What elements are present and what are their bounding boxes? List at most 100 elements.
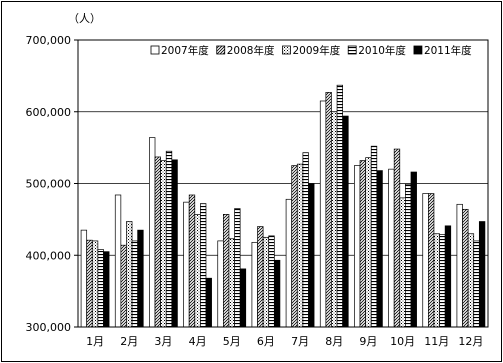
bar	[97, 249, 104, 328]
axes	[77, 39, 489, 328]
x-axis-ticks: 1月 2月 3月 4月 5月 6月 7月 8月 9月 10月 11月 12月	[86, 335, 483, 348]
x-tick-label: 8月	[325, 335, 343, 348]
x-tick-label: 12月	[458, 335, 483, 348]
bar	[257, 226, 264, 328]
bar-group	[80, 229, 110, 328]
legend-item: 2008年度	[216, 44, 275, 57]
bar	[405, 183, 412, 328]
bar	[126, 221, 133, 328]
bar-group	[183, 194, 212, 328]
bar	[433, 233, 440, 328]
bar	[478, 221, 486, 328]
bar	[120, 244, 127, 328]
bar	[285, 198, 293, 328]
bar	[388, 168, 395, 328]
bar	[205, 277, 212, 328]
bar	[308, 183, 315, 328]
bar	[359, 160, 366, 328]
bar	[165, 150, 173, 328]
bar	[114, 194, 122, 328]
bar	[160, 160, 167, 328]
bar	[86, 239, 93, 328]
y-tick-label: 700,000	[26, 34, 72, 47]
x-tick-label: 4月	[189, 335, 207, 348]
x-tick-label: 3月	[154, 335, 172, 348]
bar	[273, 259, 281, 328]
bar-group	[217, 208, 247, 328]
bar	[154, 156, 161, 328]
plot-area-border	[77, 39, 489, 328]
bar	[336, 84, 343, 328]
bar	[268, 235, 275, 328]
bar	[428, 193, 435, 328]
bar	[251, 241, 258, 328]
bar	[354, 165, 361, 328]
legend-swatch	[150, 45, 160, 55]
bar-group	[285, 152, 315, 328]
bar	[80, 229, 88, 328]
bar-group	[149, 137, 178, 328]
bar-group	[114, 194, 144, 328]
legend-label: 2010年度	[358, 44, 406, 57]
bar	[183, 201, 190, 328]
legend-item: 2007年度	[150, 44, 209, 57]
y-tick-label: 600,000	[26, 106, 72, 119]
unit-label: （人）	[68, 12, 101, 25]
bar	[234, 208, 241, 328]
bar	[137, 229, 144, 328]
legend-label: 2007年度	[161, 44, 209, 57]
bar	[131, 240, 139, 328]
bar	[331, 111, 338, 328]
bar	[103, 251, 110, 328]
legend-swatch	[282, 45, 291, 55]
bar-group	[456, 203, 486, 328]
bar	[171, 159, 178, 328]
y-tick-label: 500,000	[26, 178, 72, 191]
x-tick-label: 9月	[359, 335, 377, 348]
bar	[194, 214, 201, 328]
legend-item: 2010年度	[347, 44, 406, 57]
legend-swatch	[216, 45, 226, 55]
bar	[228, 238, 235, 328]
x-tick-label: 2月	[120, 335, 138, 348]
bar	[188, 194, 196, 328]
legend-swatch	[413, 45, 423, 55]
bar	[325, 92, 332, 328]
x-tick-label: 10月	[390, 335, 415, 348]
bar	[291, 165, 298, 328]
bar	[444, 225, 452, 328]
x-tick-label: 11月	[424, 335, 449, 348]
bars	[80, 84, 486, 328]
bar	[319, 100, 327, 328]
bar	[239, 268, 247, 328]
bar	[456, 203, 463, 328]
bar	[217, 240, 224, 328]
bar	[302, 152, 309, 328]
bar	[376, 170, 383, 328]
bar	[473, 240, 480, 328]
x-tick-label: 1月	[86, 335, 104, 348]
bar	[296, 163, 304, 328]
bar-group	[388, 148, 417, 328]
legend-item: 2011年度	[413, 44, 472, 57]
bar	[467, 233, 475, 328]
bar	[262, 236, 270, 328]
bar-group	[354, 145, 383, 328]
bar	[462, 208, 469, 328]
bar	[365, 157, 372, 328]
x-tick-label: 5月	[223, 335, 241, 348]
y-tick-label: 300,000	[26, 321, 72, 334]
bar	[370, 145, 378, 328]
y-axis-ticks: 300,000 400,000 500,000 600,000 700,000	[26, 34, 78, 334]
bar	[223, 214, 230, 328]
bar-group	[422, 193, 452, 328]
bar	[399, 197, 406, 328]
bar	[342, 115, 349, 328]
bar	[393, 148, 401, 328]
bar	[200, 203, 207, 328]
bar	[91, 240, 99, 328]
bar	[439, 234, 446, 328]
bar-group	[251, 226, 281, 328]
